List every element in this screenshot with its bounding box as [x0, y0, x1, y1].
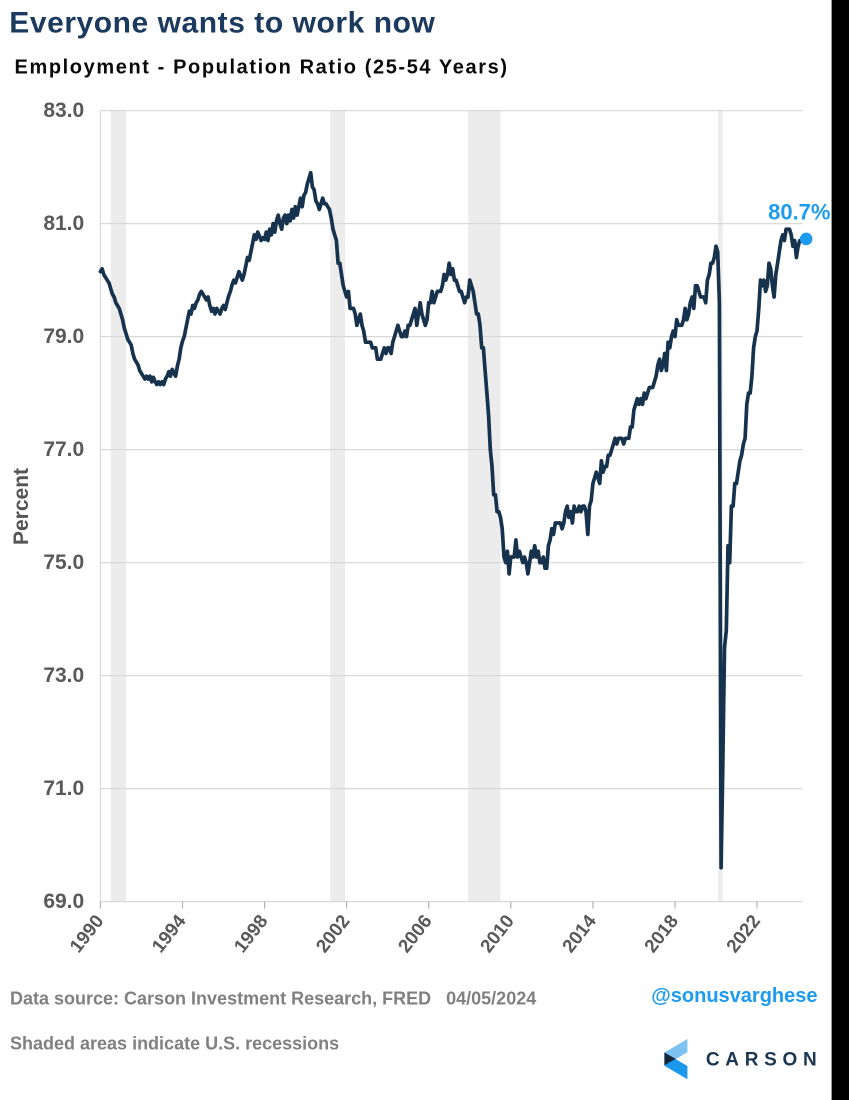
svg-text:Percent: Percent — [10, 468, 33, 545]
svg-text:69.0: 69.0 — [43, 890, 84, 913]
svg-text:CARSON: CARSON — [706, 1049, 823, 1070]
svg-text:81.0: 81.0 — [43, 212, 84, 235]
svg-text:@sonusvarghese: @sonusvarghese — [651, 985, 817, 1007]
svg-text:Data source: Carson Investment: Data source: Carson Investment Research,… — [10, 989, 536, 1009]
svg-text:Employment - Population Ratio: Employment - Population Ratio (25-54 Yea… — [15, 57, 509, 79]
svg-text:79.0: 79.0 — [43, 325, 84, 348]
svg-text:71.0: 71.0 — [43, 777, 84, 800]
svg-text:Shaded areas indicate U.S. rec: Shaded areas indicate U.S. recessions — [10, 1034, 339, 1054]
svg-text:77.0: 77.0 — [43, 438, 84, 461]
svg-text:83.0: 83.0 — [43, 99, 84, 122]
svg-text:80.7%: 80.7% — [768, 200, 830, 225]
svg-text:75.0: 75.0 — [43, 551, 84, 574]
svg-text:73.0: 73.0 — [43, 664, 84, 687]
svg-text:Everyone wants to work now: Everyone wants to work now — [9, 7, 435, 40]
